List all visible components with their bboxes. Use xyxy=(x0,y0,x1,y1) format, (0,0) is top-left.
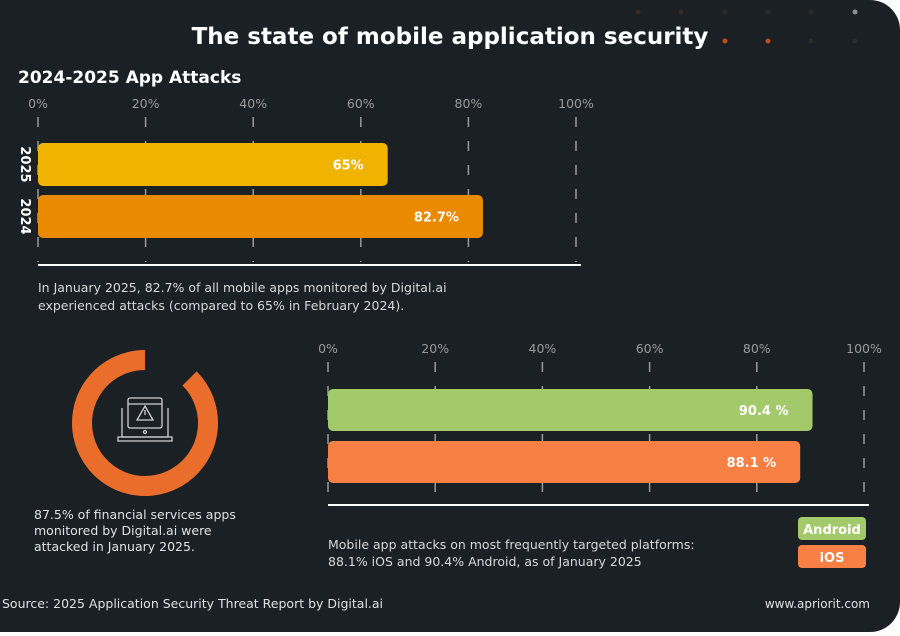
x-tick-label: 0% xyxy=(28,96,48,111)
chart2-caption-line: 88.1% iOS and 90.4% Android, as of Janua… xyxy=(328,554,642,569)
x-tick-label: 0% xyxy=(318,341,338,356)
y-category-label: 2025 xyxy=(17,146,32,182)
bar xyxy=(328,441,801,483)
x-tick-label: 60% xyxy=(347,96,375,111)
chart1-caption: In January 2025, 82.7% of all mobile app… xyxy=(38,280,451,313)
legend: Android iOS xyxy=(798,517,866,568)
bar xyxy=(38,195,483,238)
chart-platform-attacks: 0% 20% 40% 60% 80% 100% 90.4 % 88.1 % xyxy=(318,341,882,506)
decorative-dots xyxy=(635,9,858,44)
source-note: Source: 2025 Application Security Threat… xyxy=(2,596,383,611)
donut-caption: 87.5% of financial services apps monitor… xyxy=(34,507,240,554)
x-tick-label: 100% xyxy=(558,96,594,111)
bar-data-label: 65% xyxy=(333,159,364,174)
donut-financial-apps xyxy=(72,350,218,496)
chart2-caption: Mobile app attacks on most frequently ta… xyxy=(328,537,699,569)
x-tick-label: 20% xyxy=(132,96,160,111)
chart2-caption-line: Mobile app attacks on most frequently ta… xyxy=(328,537,695,552)
x-tick-label: 100% xyxy=(846,341,882,356)
chart-app-attacks: 0% 20% 40% 60% 80% 100% 65% 2025 82.7% 2024 xyxy=(17,96,594,266)
bar xyxy=(328,389,813,431)
donut-arc xyxy=(72,350,218,496)
laptop-warning-icon xyxy=(117,397,173,442)
chart1-caption-line: In January 2025, 82.7% of all mobile app… xyxy=(38,280,447,295)
donut-caption-line: 87.5% of financial services apps xyxy=(34,507,236,522)
y-category-label: 2024 xyxy=(17,198,32,234)
page-title: The state of mobile application security xyxy=(192,24,709,50)
legend-label-android: Android xyxy=(803,523,861,538)
x-tick-label: 20% xyxy=(421,341,449,356)
x-tick-label: 80% xyxy=(455,96,483,111)
donut-caption-line: monitored by Digital.ai were xyxy=(34,523,212,538)
website-link[interactable]: www.apriorit.com xyxy=(765,597,870,611)
bar-data-label: 82.7% xyxy=(414,211,459,226)
legend-swatch-ios xyxy=(798,545,866,568)
bar-data-label: 90.4 % xyxy=(739,404,789,419)
chart1-caption-line: experienced attacks (compared to 65% in … xyxy=(38,298,404,313)
bar-data-label: 88.1 % xyxy=(727,456,777,471)
legend-swatch-android xyxy=(798,517,866,540)
x-tick-label: 60% xyxy=(636,341,664,356)
donut-caption-line: attacked in January 2025. xyxy=(34,539,195,554)
x-tick-label: 40% xyxy=(529,341,557,356)
x-tick-label: 40% xyxy=(239,96,267,111)
legend-label-ios: iOS xyxy=(820,551,845,566)
x-tick-label: 80% xyxy=(743,341,771,356)
chart1-title: 2024-2025 App Attacks xyxy=(18,68,241,88)
bar xyxy=(38,143,388,186)
